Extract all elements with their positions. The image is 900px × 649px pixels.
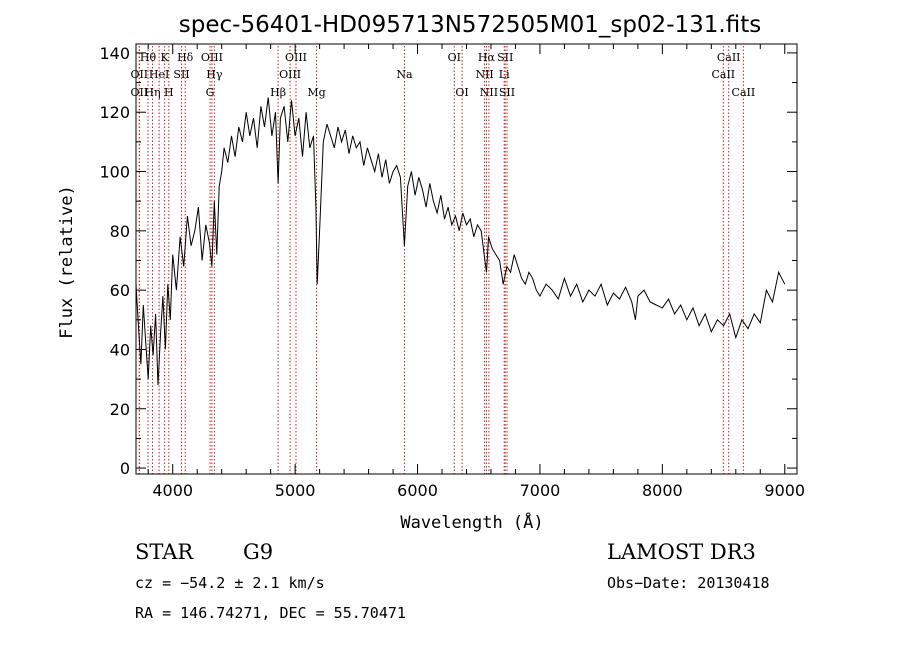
line-marker-label: SII xyxy=(499,86,515,99)
line-marker-label: OIII xyxy=(285,51,307,64)
x-tick-label: 4000 xyxy=(152,481,193,500)
emission-line-markers xyxy=(138,46,744,474)
object-type: STAR xyxy=(135,540,194,564)
chart-title: spec-56401-HD095713N572505M01_sp02-131.f… xyxy=(179,12,761,38)
y-tick-label: 0 xyxy=(120,459,130,478)
line-marker-label: Li xyxy=(499,68,510,81)
line-marker-label: OII xyxy=(130,86,148,99)
line-marker-label: OIII xyxy=(201,51,223,64)
line-marker-label: Hθ xyxy=(140,51,157,64)
line-marker-label: Mg xyxy=(307,86,325,99)
x-axis-ticks: 4000 5000 6000 7000 8000 9000 xyxy=(147,44,805,500)
redshift-value: cz = −54.2 ± 2.1 km/s xyxy=(135,574,325,592)
x-tick-label: 6000 xyxy=(397,481,438,500)
y-axis-ticks: 0 20 40 60 80 100 120 140 xyxy=(99,44,797,478)
line-marker-label: OI xyxy=(455,86,468,99)
y-axis-label: Flux (relative) xyxy=(57,185,77,339)
line-marker-label: K xyxy=(161,51,170,64)
line-marker-label: CaII xyxy=(732,86,756,99)
plot-frame xyxy=(135,43,798,475)
y-tick-label: 120 xyxy=(99,103,130,122)
line-marker-label: SII xyxy=(173,68,189,81)
line-marker-label: SII xyxy=(497,51,513,64)
line-marker-label: Hβ xyxy=(270,86,286,99)
line-marker-label: HeI xyxy=(149,68,169,81)
line-marker-label: NII xyxy=(475,68,493,81)
line-marker-label: Hη xyxy=(144,86,160,99)
line-marker-label: CaII xyxy=(711,68,735,81)
survey-name: LAMOST DR3 xyxy=(607,540,756,564)
line-marker-label: G xyxy=(206,86,215,99)
line-marker-label: Hδ xyxy=(177,51,194,64)
y-tick-label: 60 xyxy=(110,281,130,300)
coordinates: RA = 146.74271, DEC = 55.70471 xyxy=(135,604,406,622)
y-tick-label: 40 xyxy=(110,340,130,359)
y-tick-label: 20 xyxy=(110,400,130,419)
y-tick-label: 100 xyxy=(99,163,130,182)
line-marker-label: H xyxy=(164,86,174,99)
x-tick-label: 7000 xyxy=(520,481,561,500)
spectral-subclass: G9 xyxy=(243,540,274,564)
y-tick-label: 140 xyxy=(99,44,130,63)
x-axis-label: Wavelength (Å) xyxy=(400,511,543,533)
line-marker-label: OI xyxy=(448,51,461,64)
line-marker-label: OIII xyxy=(279,68,301,81)
flux-series-line xyxy=(135,97,786,386)
y-tick-label: 80 xyxy=(110,222,130,241)
line-marker-label: Hα xyxy=(478,51,496,64)
x-tick-label: 8000 xyxy=(642,481,683,500)
line-marker-label: CaII xyxy=(717,51,741,64)
x-tick-label: 5000 xyxy=(275,481,316,500)
observation-date: Obs−Date: 20130418 xyxy=(607,574,770,592)
line-marker-label: OII xyxy=(130,68,148,81)
x-tick-label: 9000 xyxy=(764,481,805,500)
line-marker-label: NII xyxy=(480,86,498,99)
line-marker-label: Na xyxy=(396,68,413,81)
line-marker-label: Hγ xyxy=(206,68,223,81)
